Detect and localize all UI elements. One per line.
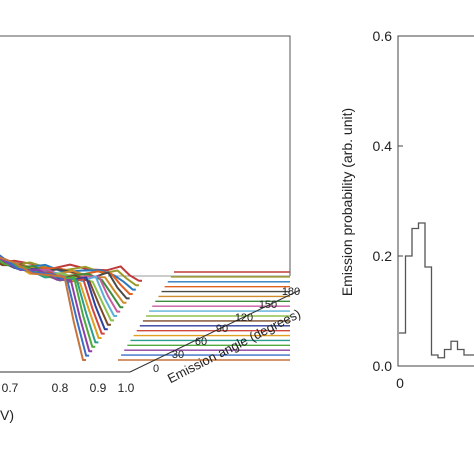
series-line <box>0 259 130 300</box>
histogram-chart: 0.0 0.2 0.4 0.6 Emission probability (arb. … <box>339 28 474 391</box>
depth-tick-label: 120 <box>235 312 253 324</box>
x-tick-label: 0.7 <box>2 381 19 395</box>
depth-tick-label: 30 <box>172 349 184 361</box>
back-wall-frame <box>0 35 291 276</box>
series-line <box>0 262 127 304</box>
depth-tick-label: 0 <box>153 363 159 375</box>
x-tick-label: 0.8 <box>52 381 69 395</box>
x-tick-label-0: 0 <box>396 375 404 391</box>
depth-tick-labels: 0 30 60 90 120 150 180 <box>153 286 300 375</box>
y-tick-label: 0.2 <box>373 248 393 264</box>
depth-axis-line <box>129 289 301 373</box>
x-tick-label: 1.0 <box>118 381 135 395</box>
y-axis-label: Emission probability (arb. unit) <box>339 108 355 296</box>
depth-tick-label: 180 <box>282 286 300 298</box>
y-tick-label: 0.4 <box>373 138 393 154</box>
depth-baselines <box>118 271 290 361</box>
series-line <box>0 257 93 353</box>
series-line <box>0 258 118 317</box>
series-line <box>0 256 86 361</box>
x-tick-label: 0.9 <box>90 381 107 395</box>
y-tick-labels: 0.0 0.2 0.4 0.6 <box>373 28 403 374</box>
x-axis-label: V) <box>0 407 14 423</box>
y-tick-label: 0.0 <box>373 358 393 374</box>
y-tick-label: 0.6 <box>373 28 393 44</box>
depth-tick-label: 90 <box>216 323 228 335</box>
plot-frame <box>397 35 474 367</box>
x-tick-labels: 0.7 0.8 0.9 1.0 <box>2 381 135 395</box>
histogram-step-line <box>399 222 474 359</box>
depth-tick-label: 150 <box>259 299 277 311</box>
depth-tick-label: 60 <box>195 336 207 348</box>
series-lines <box>0 254 142 361</box>
